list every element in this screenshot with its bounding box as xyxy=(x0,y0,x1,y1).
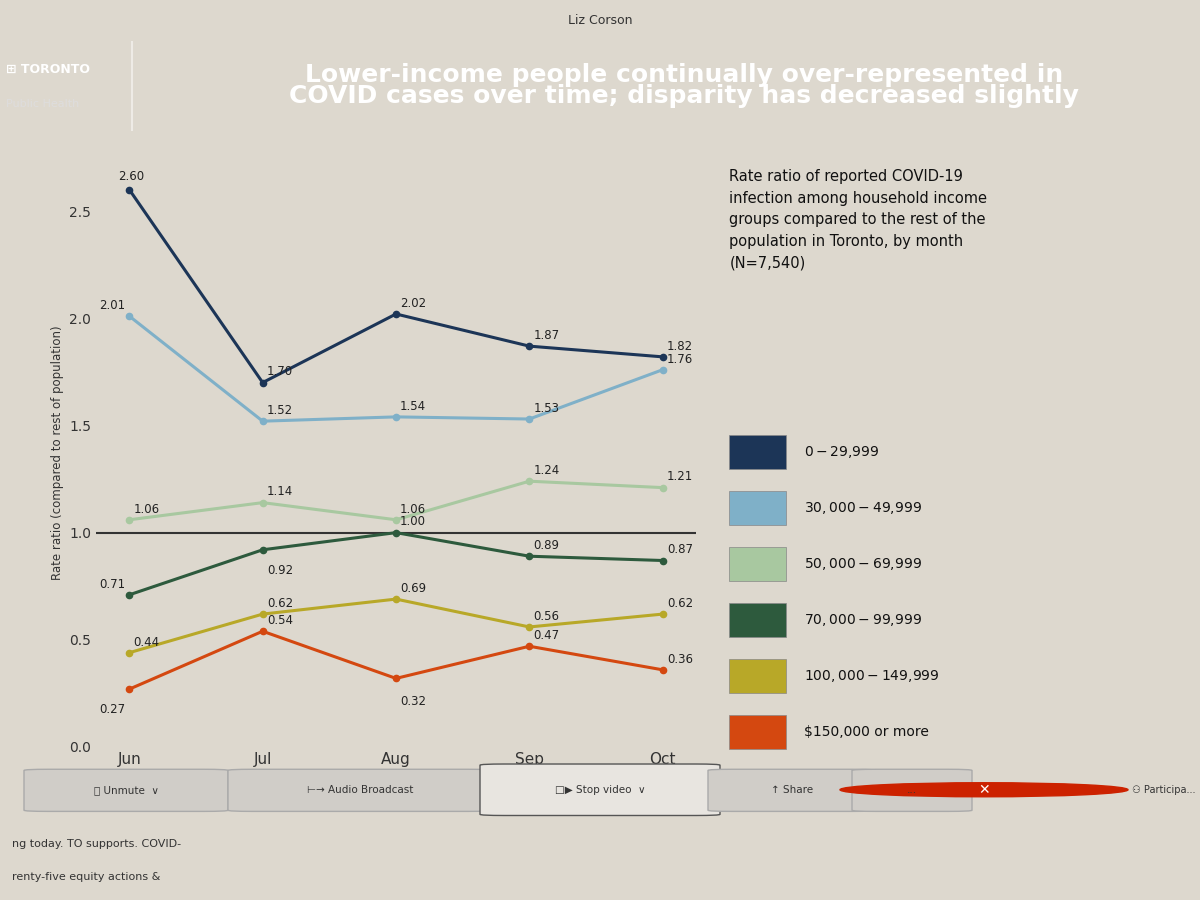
Text: 2.60: 2.60 xyxy=(119,170,144,183)
Text: 0.69: 0.69 xyxy=(400,582,426,595)
Text: 0.56: 0.56 xyxy=(534,610,559,623)
Text: $100,000-$149,999: $100,000-$149,999 xyxy=(804,669,940,684)
Text: 0.71: 0.71 xyxy=(98,578,125,590)
FancyBboxPatch shape xyxy=(730,436,786,469)
Text: Lower-income people continually over-represented in: Lower-income people continually over-rep… xyxy=(305,63,1063,87)
Text: □▶ Stop video  ∨: □▶ Stop video ∨ xyxy=(554,785,646,795)
Text: $0 - $29,999: $0 - $29,999 xyxy=(804,445,880,460)
Text: 1.06: 1.06 xyxy=(133,502,160,516)
Text: 0.32: 0.32 xyxy=(400,695,426,708)
Text: ng today. TO supports. COVID-: ng today. TO supports. COVID- xyxy=(12,839,181,850)
Text: Rate ratio of reported COVID-19
infection among household income
groups compared: Rate ratio of reported COVID-19 infectio… xyxy=(730,169,988,271)
Text: 1.24: 1.24 xyxy=(534,464,559,477)
Text: 1.76: 1.76 xyxy=(667,353,694,365)
FancyBboxPatch shape xyxy=(228,770,492,812)
Text: 1.14: 1.14 xyxy=(266,485,293,499)
Text: 1.00: 1.00 xyxy=(400,516,426,528)
Text: 0.92: 0.92 xyxy=(266,563,293,577)
Text: ⚇ Participa...: ⚇ Participa... xyxy=(1133,785,1195,795)
Text: $50,000-$69,999: $50,000-$69,999 xyxy=(804,556,922,572)
FancyBboxPatch shape xyxy=(730,603,786,637)
Text: 0.87: 0.87 xyxy=(667,544,692,556)
Text: 1.54: 1.54 xyxy=(400,400,426,413)
Text: $150,000 or more: $150,000 or more xyxy=(804,725,929,739)
Text: 0.54: 0.54 xyxy=(266,614,293,627)
Text: 1.70: 1.70 xyxy=(266,365,293,378)
Text: ⊞ TORONTO: ⊞ TORONTO xyxy=(6,63,90,76)
Y-axis label: Rate ratio (compared to rest of population): Rate ratio (compared to rest of populati… xyxy=(50,325,64,580)
FancyBboxPatch shape xyxy=(708,770,876,812)
Text: ✕: ✕ xyxy=(978,783,990,796)
Text: Liz Corson: Liz Corson xyxy=(568,14,632,27)
FancyBboxPatch shape xyxy=(852,770,972,812)
Text: 1.21: 1.21 xyxy=(667,471,694,483)
Circle shape xyxy=(840,783,1128,796)
Text: 0.62: 0.62 xyxy=(266,597,293,610)
Text: 2.02: 2.02 xyxy=(400,297,426,310)
Text: 0.44: 0.44 xyxy=(133,635,160,649)
Text: COVID cases over time; disparity has decreased slightly: COVID cases over time; disparity has dec… xyxy=(289,84,1079,108)
FancyBboxPatch shape xyxy=(730,547,786,581)
Text: 🔇 Unmute  ∨: 🔇 Unmute ∨ xyxy=(94,786,158,796)
Text: 0.89: 0.89 xyxy=(534,539,559,552)
Text: 2.01: 2.01 xyxy=(98,299,125,312)
Text: ↑ Share: ↑ Share xyxy=(770,786,814,796)
FancyBboxPatch shape xyxy=(24,770,228,812)
Text: 0.27: 0.27 xyxy=(98,703,125,716)
Text: Public Health: Public Health xyxy=(6,99,79,109)
Text: ⊢→ Audio Broadcast: ⊢→ Audio Broadcast xyxy=(307,786,413,796)
Text: 1.82: 1.82 xyxy=(667,339,692,353)
FancyBboxPatch shape xyxy=(730,716,786,750)
Text: 1.87: 1.87 xyxy=(534,329,559,342)
Text: renty-five equity actions &: renty-five equity actions & xyxy=(12,871,161,882)
FancyBboxPatch shape xyxy=(730,491,786,526)
Text: 1.52: 1.52 xyxy=(266,404,293,417)
Text: 1.06: 1.06 xyxy=(400,502,426,516)
FancyBboxPatch shape xyxy=(730,659,786,693)
Text: $70,000-$99,999: $70,000-$99,999 xyxy=(804,612,922,628)
Text: 0.36: 0.36 xyxy=(667,652,692,666)
Text: $30,000-$49,999: $30,000-$49,999 xyxy=(804,500,922,517)
Text: 0.62: 0.62 xyxy=(667,597,692,610)
Text: 0.47: 0.47 xyxy=(534,629,559,642)
Text: 1.53: 1.53 xyxy=(534,402,559,415)
Text: ...: ... xyxy=(907,786,917,796)
FancyBboxPatch shape xyxy=(480,764,720,815)
